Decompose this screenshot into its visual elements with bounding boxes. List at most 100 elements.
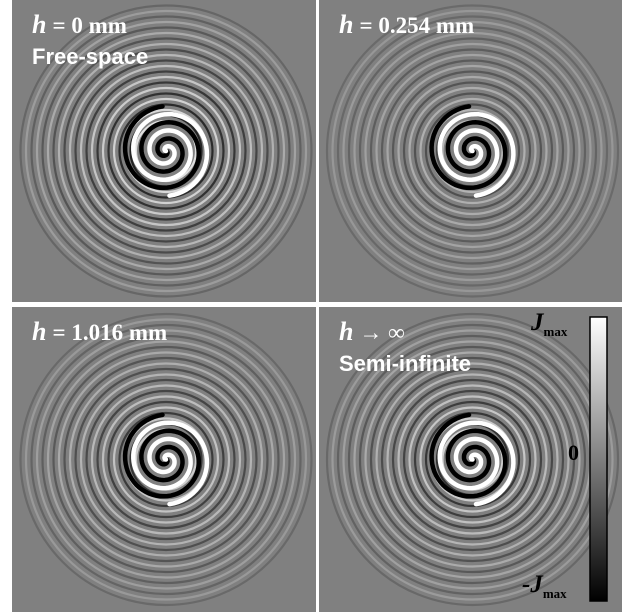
panel-label: h = 0.254 mm xyxy=(339,10,474,39)
ring xyxy=(353,31,592,271)
label-symbol: h xyxy=(32,10,46,39)
colorbar-max: Jmax xyxy=(530,309,568,339)
ring xyxy=(118,411,214,508)
ring xyxy=(41,334,291,585)
colorbar xyxy=(589,316,608,602)
colorbar-zero: 0 xyxy=(568,440,579,465)
ring xyxy=(68,362,264,557)
panel-label: h = 0 mm xyxy=(32,10,127,39)
ring xyxy=(52,345,280,574)
spiral-arm xyxy=(437,420,516,507)
spiral-arm xyxy=(122,104,201,191)
ring xyxy=(391,70,554,232)
ring xyxy=(331,9,614,293)
ring xyxy=(24,318,308,601)
spiral-arm xyxy=(122,412,201,499)
ring xyxy=(57,351,275,568)
ring xyxy=(90,384,242,535)
label-relation: = 0.254 mm xyxy=(359,13,474,38)
ring xyxy=(413,400,532,519)
ring xyxy=(364,42,581,260)
ring xyxy=(325,4,620,298)
ring xyxy=(342,20,603,282)
label-symbol: h xyxy=(339,317,353,346)
ring xyxy=(19,312,313,607)
spiral-arm xyxy=(429,104,508,191)
ring xyxy=(19,4,313,298)
panel-label: h → ∞ xyxy=(339,317,405,346)
colorbar-min-symbol: -J xyxy=(522,571,544,598)
ring xyxy=(375,53,570,249)
ring xyxy=(408,86,537,216)
ring xyxy=(79,373,253,546)
ring xyxy=(107,92,225,210)
ring xyxy=(118,103,214,199)
ring xyxy=(364,351,581,568)
ring xyxy=(101,395,231,524)
ring xyxy=(419,406,526,513)
ring xyxy=(85,378,247,541)
label-symbol: h xyxy=(339,10,353,39)
ring xyxy=(74,59,258,243)
ring xyxy=(63,48,269,254)
panel-caption: Free-space xyxy=(32,44,148,69)
spiral-arm xyxy=(131,111,210,198)
ring xyxy=(325,312,620,607)
panel: h = 1.016 mm xyxy=(12,307,316,612)
label-relation: → ∞ xyxy=(359,320,404,345)
ring xyxy=(68,53,264,249)
spiral-arm xyxy=(437,111,516,198)
ring xyxy=(35,20,297,282)
ring xyxy=(424,411,521,508)
panel-caption: Semi-infinite xyxy=(339,351,471,376)
panel: h = 0.254 mm xyxy=(319,0,622,302)
ring xyxy=(424,103,521,199)
ring xyxy=(41,26,291,276)
ring xyxy=(57,42,275,260)
ring xyxy=(112,406,220,513)
ring xyxy=(96,389,236,530)
ring xyxy=(24,9,308,293)
ring xyxy=(375,362,570,557)
ring xyxy=(358,37,587,265)
ring xyxy=(408,395,537,524)
ring xyxy=(35,329,297,590)
colorbar-max-symbol: J xyxy=(530,309,545,336)
ring xyxy=(380,367,565,552)
ring xyxy=(413,92,532,210)
colorbar-min: -Jmax xyxy=(522,571,567,601)
colorbar-min-sub: max xyxy=(543,586,567,601)
ring xyxy=(79,64,253,238)
label-symbol: h xyxy=(32,317,46,346)
spiral-arm xyxy=(131,420,210,507)
ring xyxy=(402,81,543,221)
ring xyxy=(63,356,269,563)
ring xyxy=(386,373,559,546)
ring xyxy=(85,70,247,232)
ring xyxy=(96,81,236,221)
ring xyxy=(369,48,576,254)
ring xyxy=(74,367,258,552)
ring xyxy=(347,26,598,276)
ring xyxy=(397,384,548,535)
ring xyxy=(30,323,302,596)
ring xyxy=(380,59,565,243)
panel-label: h = 1.016 mm xyxy=(32,317,167,346)
ring xyxy=(107,400,225,519)
ring xyxy=(391,378,554,541)
ring xyxy=(101,86,231,216)
panel: h → ∞ Semi-infinite xyxy=(319,307,622,612)
label-relation: = 1.016 mm xyxy=(52,320,167,345)
spiral-arm xyxy=(429,412,508,499)
ring xyxy=(30,15,302,287)
ring xyxy=(46,31,286,271)
ring xyxy=(386,64,559,238)
ring xyxy=(90,75,242,227)
ring xyxy=(358,345,587,574)
label-relation: = 0 mm xyxy=(52,13,126,38)
ring xyxy=(402,389,543,530)
ring xyxy=(112,97,220,205)
ring xyxy=(419,97,526,205)
